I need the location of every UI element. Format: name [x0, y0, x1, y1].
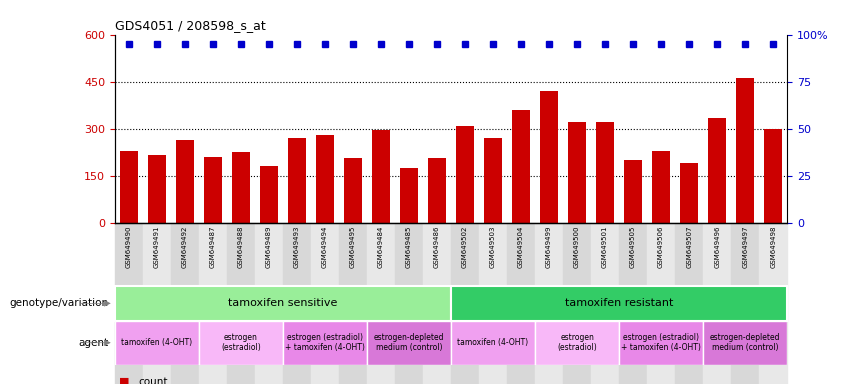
Bar [115, 286, 451, 321]
Bar [652, 151, 671, 223]
Bar [764, 129, 782, 223]
Bar [148, 155, 166, 223]
Bar [400, 168, 418, 223]
Bar [731, 223, 759, 384]
Bar [507, 223, 535, 384]
Bar [311, 223, 339, 384]
Bar [680, 163, 698, 223]
Bar [451, 286, 787, 321]
Bar [255, 223, 283, 384]
Bar [624, 160, 643, 223]
Text: tamoxifen resistant: tamoxifen resistant [565, 298, 673, 308]
Bar [344, 159, 362, 223]
Bar [568, 122, 586, 223]
Text: tamoxifen sensitive: tamoxifen sensitive [228, 298, 338, 308]
Bar [199, 321, 283, 365]
Bar [647, 223, 675, 384]
Bar [540, 91, 558, 223]
Text: estrogen (estradiol)
+ tamoxifen (4-OHT): estrogen (estradiol) + tamoxifen (4-OHT) [621, 333, 701, 353]
Bar [115, 223, 143, 384]
Bar [451, 321, 535, 365]
Bar [620, 223, 647, 384]
Bar [120, 151, 138, 223]
Text: genotype/variation: genotype/variation [9, 298, 108, 308]
Bar [428, 159, 446, 223]
Bar [231, 152, 250, 223]
Bar [591, 223, 619, 384]
Bar [176, 140, 194, 223]
Bar [367, 223, 395, 384]
Bar [451, 223, 479, 384]
Bar [512, 110, 530, 223]
Bar [395, 223, 423, 384]
Bar [708, 118, 726, 223]
Bar [367, 321, 451, 365]
Text: ■: ■ [119, 377, 129, 384]
Bar [372, 130, 390, 223]
Bar [316, 135, 334, 223]
Text: estrogen-depleted
medium (control): estrogen-depleted medium (control) [710, 333, 780, 353]
Text: agent: agent [78, 338, 108, 348]
Bar [736, 78, 754, 223]
Text: GDS4051 / 208598_s_at: GDS4051 / 208598_s_at [115, 19, 266, 32]
Bar [204, 157, 222, 223]
Text: tamoxifen (4-OHT): tamoxifen (4-OHT) [122, 338, 192, 347]
Text: estrogen (estradiol)
+ tamoxifen (4-OHT): estrogen (estradiol) + tamoxifen (4-OHT) [285, 333, 365, 353]
Bar [227, 223, 255, 384]
Bar [596, 122, 614, 223]
Bar [199, 223, 227, 384]
Bar [171, 223, 199, 384]
Bar [423, 223, 451, 384]
Bar [283, 321, 367, 365]
Bar [535, 223, 563, 384]
Bar [535, 321, 620, 365]
Bar [479, 223, 507, 384]
Text: estrogen-depleted
medium (control): estrogen-depleted medium (control) [374, 333, 444, 353]
Bar [260, 166, 278, 223]
Text: tamoxifen (4-OHT): tamoxifen (4-OHT) [458, 338, 528, 347]
Bar [283, 223, 311, 384]
Bar [456, 126, 474, 223]
Bar [484, 138, 502, 223]
Bar [339, 223, 367, 384]
Bar [703, 321, 787, 365]
Bar [115, 321, 199, 365]
Text: count: count [139, 377, 168, 384]
Bar [675, 223, 703, 384]
Bar [288, 138, 306, 223]
Bar [143, 223, 171, 384]
Bar [759, 223, 787, 384]
Text: estrogen
(estradiol): estrogen (estradiol) [221, 333, 260, 353]
Bar [703, 223, 731, 384]
Bar [563, 223, 591, 384]
Text: estrogen
(estradiol): estrogen (estradiol) [557, 333, 597, 353]
Bar [620, 321, 703, 365]
